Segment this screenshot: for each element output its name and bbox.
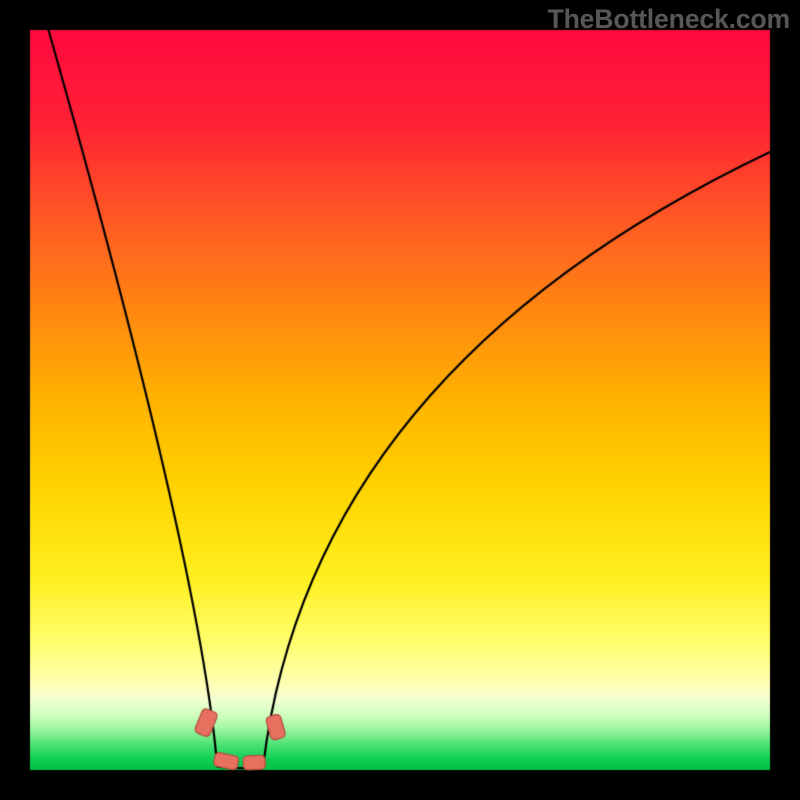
bottleneck-chart (0, 0, 800, 800)
watermark-text: TheBottleneck.com (548, 4, 790, 35)
